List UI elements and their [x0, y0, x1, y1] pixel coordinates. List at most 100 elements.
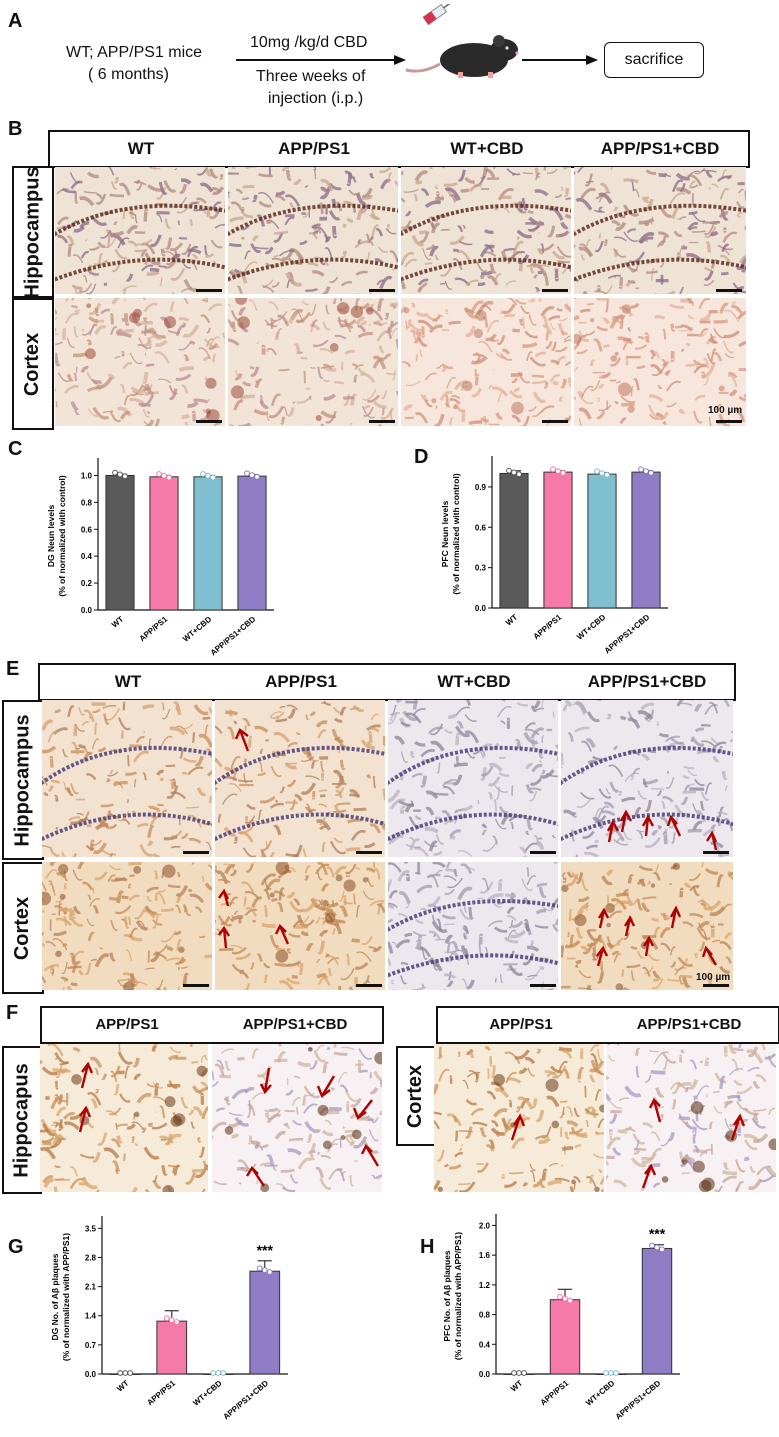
data-point: [521, 1370, 527, 1376]
panel-e-col-wtcbd: WT+CBD: [437, 672, 511, 691]
y-tick-label: 1.6: [479, 1251, 491, 1260]
data-point: [163, 1315, 170, 1322]
micrograph-e-cortex-wt: [42, 862, 212, 990]
data-point: [659, 1246, 665, 1253]
micrograph-e-hippocampus-wt: [42, 700, 212, 857]
y-tick-label: 0.7: [85, 1341, 97, 1350]
panel-label-f: F: [6, 1002, 19, 1024]
panel-f-row-cortex: Cortex: [396, 1046, 436, 1146]
data-point: [244, 470, 250, 477]
x-tick-label: APP/PS1: [138, 614, 170, 643]
micrograph-e-cortex-app: [215, 862, 385, 990]
y-tick-label: 0.4: [479, 1340, 491, 1349]
scale-bar: [196, 289, 222, 292]
treatment-arrow: [236, 55, 406, 65]
panel-e-header-box: [38, 663, 736, 701]
bar-wt-cbd: [193, 476, 223, 611]
data-point: [562, 1295, 568, 1302]
x-tick-label: WT: [504, 613, 519, 628]
panel-f-left-header: [40, 1006, 384, 1044]
data-point: [511, 469, 517, 476]
x-tick-label: WT+CBD: [584, 1379, 616, 1408]
x-tick-label: APP/PS1: [539, 1378, 571, 1407]
data-point: [256, 1265, 263, 1272]
data-point: [511, 1370, 517, 1376]
y-tick-label: 2.8: [85, 1253, 97, 1262]
y-tick-label: 0.8: [479, 1311, 491, 1320]
panel-e-col-appcbd: APP/PS1+CBD: [587, 672, 707, 691]
panel-f-right-header: [436, 1006, 779, 1044]
data-point: [557, 1293, 563, 1300]
data-point: [112, 469, 118, 476]
data-point: [122, 1370, 129, 1376]
micrograph-e-cortex-appcbd: [561, 862, 733, 990]
data-point: [516, 1370, 522, 1376]
data-point: [266, 1269, 273, 1275]
data-point: [550, 466, 556, 473]
y-tick-label: 0.0: [81, 606, 93, 615]
panel-b-col-appcbd: APP/PS1+CBD: [600, 139, 720, 158]
sacrifice-arrow: [522, 55, 598, 65]
y-tick-label: 0.9: [475, 483, 487, 492]
micrograph-f-cortex-app: [434, 1044, 604, 1192]
sacrifice-box: sacrifice: [604, 42, 704, 78]
data-point: [161, 472, 167, 479]
micrograph-e-hippocampus-wtcbd: [388, 700, 558, 857]
y-tick-label: 1.2: [479, 1281, 491, 1290]
panel-e-row-hippocampus: Hippocampus: [2, 700, 44, 860]
bar-wt-cbd: [587, 473, 617, 609]
panel-e-col-wt: WT: [114, 672, 142, 691]
y-tick-label: 0.0: [85, 1370, 97, 1379]
data-point: [173, 1319, 180, 1325]
x-tick-label: WT: [110, 615, 125, 630]
y-tick-label: 0.2: [81, 579, 93, 588]
panel-b-row-cortex: Cortex: [12, 298, 54, 430]
micrograph-f-hippocampus-app: [40, 1044, 208, 1192]
panel-f-right-col-app: APP/PS1: [489, 1016, 553, 1033]
scale-bar: [542, 289, 568, 292]
data-point: [643, 468, 649, 475]
panel-f-left-col-app: APP/PS1: [95, 1016, 159, 1033]
scale-bar: [356, 851, 382, 854]
micrograph-b-hippocampus-appcbd: [574, 167, 746, 294]
data-point: [210, 1370, 217, 1376]
bar-app-ps1: [549, 1299, 581, 1375]
y-tick-label: 0.4: [81, 552, 93, 561]
panel-f-row-hippocapus: Hippocapus: [2, 1046, 42, 1194]
data-point: [648, 469, 654, 476]
data-point: [205, 472, 211, 479]
x-tick-label: APP/PS1+CBD: [603, 612, 652, 655]
data-point: [156, 471, 162, 477]
data-point: [168, 1317, 175, 1324]
micrograph-b-hippocampus-wt: [55, 167, 225, 294]
y-tick-label: 0.6: [81, 525, 93, 534]
bar-app-ps1-cbd: [631, 471, 661, 609]
data-point: [261, 1267, 268, 1274]
mouse-age-text: ( 6 months): [88, 66, 169, 83]
data-point: [654, 1244, 660, 1251]
bar-wt: [499, 472, 529, 609]
y-tick-label: 0.0: [479, 1370, 491, 1379]
y-axis-label: (% of normalized with APP/PS1): [453, 1232, 463, 1360]
scale-bar: [530, 851, 556, 854]
chart-c-dg-neun: 0.0 0.2 0.4 0.6 0.8 1.0 DG Neun levels (% of no…: [46, 458, 274, 657]
micrograph-e-hippocampus-app: [215, 700, 385, 857]
y-tick-label: 2.0: [479, 1221, 491, 1230]
panel-label-c: C: [8, 438, 23, 460]
data-point: [603, 1370, 609, 1376]
duration-text: Three weeks of: [256, 68, 366, 85]
micrograph-b-hippocampus-app: [228, 167, 398, 294]
scale-bar: [542, 420, 568, 423]
y-axis-label: DG Neun levels: [46, 505, 56, 568]
y-tick-label: 2.1: [85, 1283, 97, 1292]
panel-e-row-cortex: Cortex: [2, 862, 44, 994]
data-point: [117, 1370, 124, 1376]
data-point: [249, 472, 255, 479]
y-axis-label: DG No. of Aβ plaques: [50, 1253, 60, 1340]
panel-e-col-app: APP/PS1: [265, 672, 337, 691]
scale-bar: [369, 289, 395, 292]
scale-bar: [183, 851, 209, 854]
micrograph-e-hippocampus-appcbd: [561, 700, 733, 857]
x-tick-label: WT+CBD: [575, 613, 607, 642]
data-point: [649, 1242, 655, 1249]
